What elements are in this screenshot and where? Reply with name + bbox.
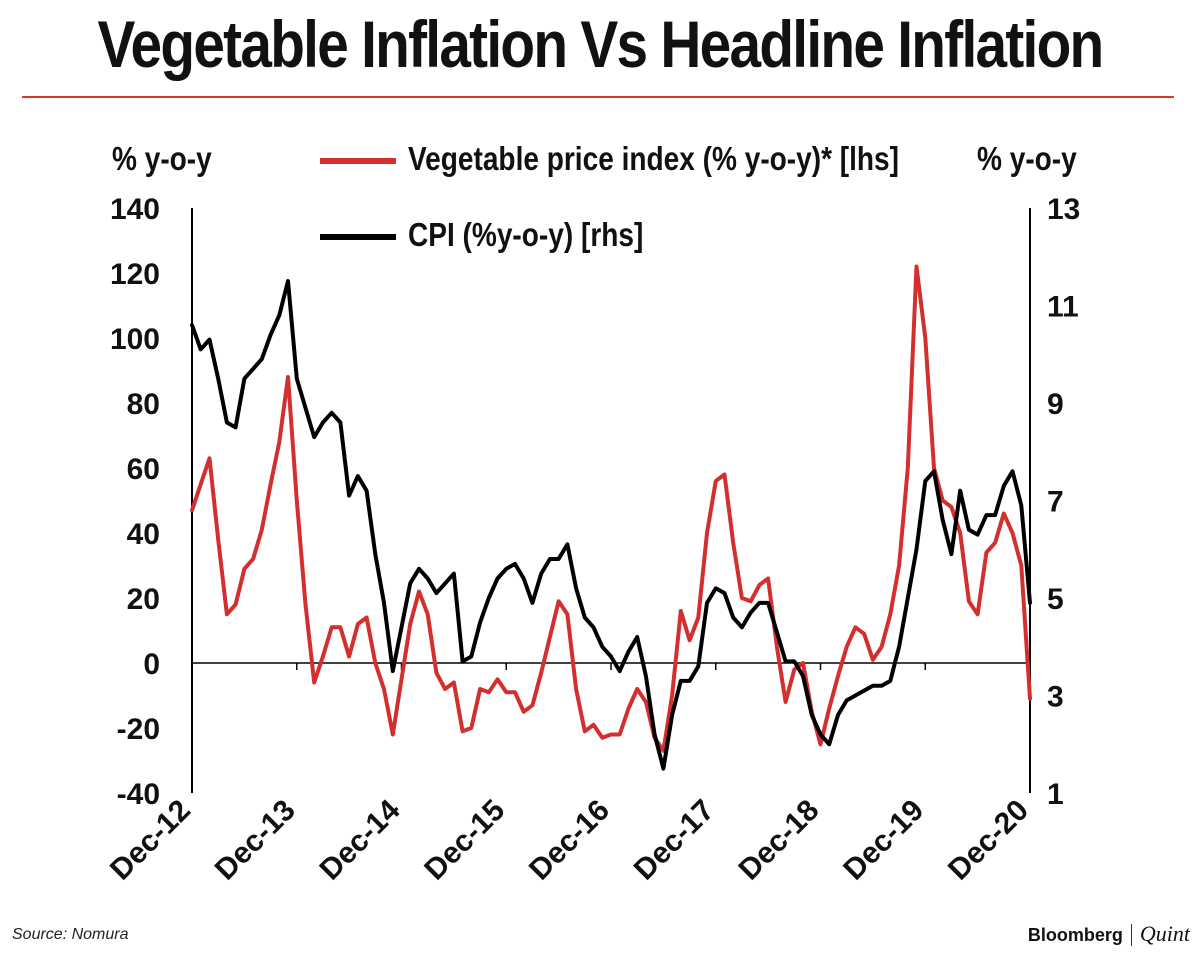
left-y-tick-label: 60	[127, 453, 160, 486]
legend-label-cpi: CPI (%y-o-y) [rhs]	[408, 216, 644, 253]
x-tick-label: Dec-18	[733, 794, 826, 887]
left-y-tick-label: 40	[127, 518, 160, 551]
brand-logo: Bloomberg Quint	[1028, 921, 1190, 947]
x-tick-label: Dec-19	[837, 794, 930, 887]
x-tick-label: Dec-17	[628, 794, 721, 887]
brand-secondary: Quint	[1139, 921, 1190, 946]
series-line-vegetable	[190, 264, 1032, 753]
right-y-tick-label: 9	[1047, 388, 1064, 421]
legend-label-vegetable: Vegetable price index (% y-o-y)* [lhs]	[408, 140, 900, 177]
x-tick-label: Dec-16	[523, 794, 616, 887]
series-line-cpi	[190, 279, 1032, 771]
title-rule	[22, 96, 1174, 98]
left-y-tick-label: -20	[117, 713, 160, 746]
left-y-tick-label: 100	[110, 323, 160, 356]
left-axis-unit: % y-o-y	[112, 140, 212, 177]
right-y-tick-label: 5	[1047, 583, 1064, 616]
page-title: Vegetable Inflation Vs Headline Inflatio…	[97, 7, 1105, 81]
brand-separator	[1130, 924, 1132, 946]
left-y-tick-label: 140	[110, 193, 160, 226]
right-y-tick-label: 13	[1047, 193, 1080, 226]
legend-swatch-vegetable	[320, 158, 396, 164]
right-y-tick-label: 1	[1047, 778, 1064, 811]
left-y-tick-label: -40	[117, 778, 160, 811]
brand-primary: Bloomberg	[1027, 925, 1123, 945]
right-y-tick-label: 3	[1047, 681, 1064, 714]
x-tick-label: Dec-14	[314, 793, 407, 886]
left-y-tick-label: 20	[127, 583, 160, 616]
legend-swatch-cpi	[320, 234, 396, 240]
left-y-tick-label: 0	[143, 648, 160, 681]
source-note: Source: Nomura	[12, 926, 129, 943]
x-tick-label: Dec-15	[418, 794, 511, 887]
right-axis-unit: % y-o-y	[977, 140, 1077, 177]
x-tick-label: Dec-20	[942, 794, 1035, 887]
right-y-tick-label: 11	[1047, 291, 1079, 324]
left-y-tick-label: 80	[127, 388, 160, 421]
right-y-tick-label: 7	[1047, 486, 1064, 519]
left-y-tick-label: 120	[110, 258, 160, 291]
x-tick-label: Dec-13	[209, 794, 302, 887]
